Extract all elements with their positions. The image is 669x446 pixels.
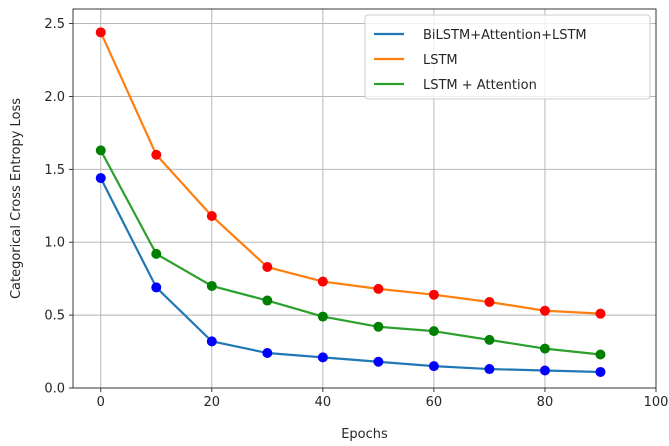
data-point	[484, 296, 495, 307]
x-tick-label: 40	[315, 395, 332, 410]
data-point	[484, 334, 495, 345]
data-point	[428, 361, 439, 372]
data-point	[206, 210, 217, 221]
data-point	[428, 326, 439, 337]
legend: BiLSTM+Attention+LSTM LSTM LSTM + Attentio…	[364, 14, 651, 100]
data-point	[151, 248, 162, 259]
data-point	[151, 282, 162, 293]
data-point	[262, 262, 273, 273]
data-point	[373, 356, 384, 367]
x-tick-label: 100	[644, 395, 669, 410]
legend-item: LSTM + Attention	[374, 78, 537, 93]
data-point	[595, 366, 606, 377]
series-2	[95, 27, 606, 319]
x-axis-ticks: 0 20 40 60 80 100	[97, 388, 669, 410]
series-line	[99, 149, 601, 356]
data-point	[595, 308, 606, 319]
x-axis-label: Epochs	[341, 427, 388, 442]
data-point	[539, 343, 550, 354]
data-point	[539, 305, 550, 316]
y-tick-label: 0.5	[44, 309, 65, 324]
y-tick-label: 2.0	[44, 90, 65, 105]
y-tick-label: 0.0	[44, 382, 65, 397]
series-3	[95, 145, 606, 360]
y-tick-label: 1.5	[44, 163, 65, 178]
x-tick-label: 60	[426, 395, 443, 410]
data-point	[317, 276, 328, 287]
legend-label: BiLSTM+Attention+LSTM	[423, 28, 587, 43]
y-tick-label: 2.5	[44, 17, 65, 32]
data-point	[317, 311, 328, 322]
series-line	[99, 31, 601, 315]
y-axis-label: Categorical Cross Entropy Loss	[9, 98, 24, 299]
data-point	[95, 145, 106, 156]
data-point	[595, 349, 606, 360]
legend-item: LSTM	[374, 53, 458, 68]
legend-label: LSTM + Attention	[423, 78, 537, 93]
data-point	[317, 352, 328, 363]
series-lines	[95, 27, 606, 377]
y-axis-ticks: 0.0 0.5 1.0 1.5 2.0 2.5	[44, 17, 73, 397]
data-point	[206, 280, 217, 291]
data-point	[539, 365, 550, 376]
legend-frame	[364, 14, 651, 100]
data-point	[428, 289, 439, 300]
data-point	[373, 321, 384, 332]
legend-label: LSTM	[423, 53, 458, 68]
legend-item: BiLSTM+Attention+LSTM	[374, 28, 587, 43]
series-1	[95, 173, 606, 377]
y-tick-label: 1.0	[44, 236, 65, 251]
plot-frame	[72, 8, 657, 389]
data-point	[484, 364, 495, 375]
x-tick-label: 80	[537, 395, 554, 410]
data-point	[151, 149, 162, 160]
data-point	[95, 27, 106, 38]
x-tick-label: 0	[97, 395, 105, 410]
data-point	[206, 336, 217, 347]
data-point	[373, 283, 384, 294]
x-tick-label: 20	[204, 395, 221, 410]
data-point	[262, 295, 273, 306]
series-line	[99, 177, 601, 374]
data-point	[262, 348, 273, 359]
data-point	[95, 173, 106, 184]
